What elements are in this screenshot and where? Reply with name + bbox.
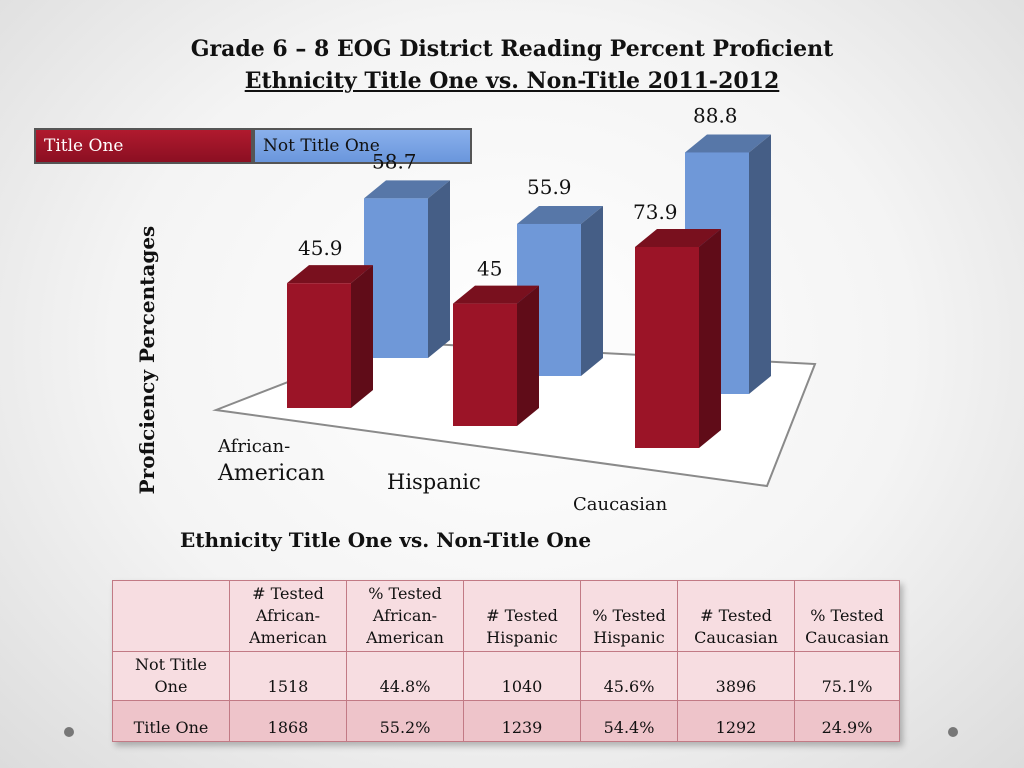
table-row: Not Title One 1518 44.8% 1040 45.6% 3896… [112, 651, 900, 701]
bar-top-not-title-one-1 [517, 205, 603, 224]
table-cell: 55.2% [346, 700, 464, 742]
bar-top-not-title-one-2 [685, 134, 771, 153]
data-label-title-one-2: 73.9 [633, 200, 678, 224]
bar-top-not-title-one-0 [364, 180, 450, 199]
table-cell: 44.8% [346, 651, 464, 701]
legend-not-title-one: Not Title One [253, 128, 472, 164]
bar-side-not-title-one-0 [428, 180, 450, 358]
header-cell: # Tested Hispanic [463, 580, 581, 652]
table-title: Ethnicity Title One vs. Non-Title One [180, 528, 592, 552]
bar-title-one-1 [453, 303, 517, 426]
header-cell: % Tested Hispanic [580, 580, 678, 652]
x-tick-label-line: American [217, 461, 325, 486]
x-tick-label-line: Hispanic [387, 470, 481, 494]
bar-side-title-one-1 [517, 285, 539, 426]
x-tick-label: Hispanic [387, 470, 481, 494]
header-cell: % Tested Caucasian [794, 580, 900, 652]
table-cell: 1518 [229, 651, 347, 701]
bar-side-title-one-2 [699, 228, 721, 448]
bar-side-title-one-0 [351, 265, 373, 408]
bar-top-title-one-0 [287, 265, 373, 284]
table-cell: 24.9% [794, 700, 900, 742]
data-label-not-title-one-2: 88.8 [693, 103, 738, 127]
table-cell: 1239 [463, 700, 581, 742]
data-label-not-title-one-1: 55.9 [527, 175, 572, 199]
table-header-row: # Tested African-American % Tested Afric… [112, 580, 900, 652]
bar-top-title-one-1 [453, 285, 539, 304]
table-cell: 1868 [229, 700, 347, 742]
x-tick-label-line: Caucasian [573, 494, 668, 515]
x-tick-label: Caucasian [573, 494, 668, 515]
table-cell: 75.1% [794, 651, 900, 701]
bar-not-title-one-0 [364, 198, 428, 358]
table-cell: 1292 [677, 700, 795, 742]
header-cell: % Tested African-American [346, 580, 464, 652]
bar-top-title-one-2 [635, 228, 721, 247]
nav-dot-right [948, 727, 958, 737]
bar-side-not-title-one-2 [749, 134, 771, 395]
nav-dot-left [64, 727, 74, 737]
x-tick-label-line: African- [217, 436, 290, 457]
chart-legend: Title One Not Title One [34, 128, 472, 164]
table-cell: 45.6% [580, 651, 678, 701]
data-label-title-one-1: 45 [477, 257, 502, 281]
row-label: Not Title One [112, 651, 230, 701]
chart-subtitle: Ethnicity Title One vs. Non-Title 2011-2… [244, 68, 780, 94]
table-cell: 1040 [463, 651, 581, 701]
bar-side-not-title-one-1 [581, 205, 603, 376]
x-tick-label: African- American [217, 436, 325, 486]
bar-title-one-0 [287, 283, 351, 408]
header-cell: # Tested Caucasian [677, 580, 795, 652]
data-label-title-one-0: 45.9 [298, 236, 343, 260]
data-table: # Tested African-American % Tested Afric… [112, 580, 900, 742]
bar-title-one-2 [635, 246, 699, 448]
table-cell: 3896 [677, 651, 795, 701]
header-cell [112, 580, 230, 652]
table-cell: 54.4% [580, 700, 678, 742]
header-cell: # Tested African-American [229, 580, 347, 652]
data-label-not-title-one-0: 58.7 [372, 149, 417, 173]
legend-title-one: Title One [34, 128, 253, 164]
table-row: Title One 1868 55.2% 1239 54.4% 1292 24.… [112, 700, 900, 742]
chart-title: Grade 6 – 8 EOG District Reading Percent… [190, 36, 834, 62]
row-label: Title One [112, 700, 230, 742]
